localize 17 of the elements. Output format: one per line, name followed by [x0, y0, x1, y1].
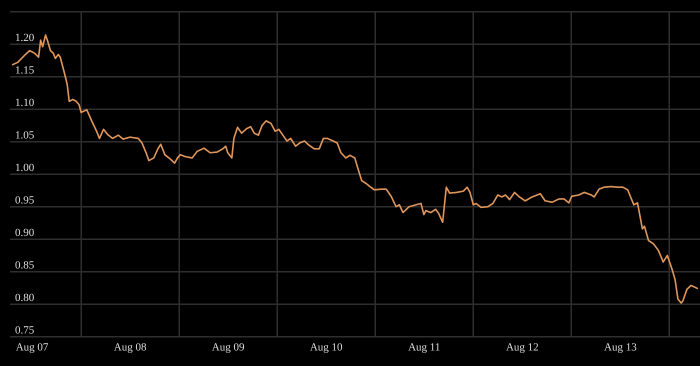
y-tick-label: 0.90	[15, 227, 35, 240]
y-tick-label: 1.10	[15, 97, 35, 110]
y-tick-label: 0.95	[15, 194, 35, 207]
x-tick-label: Aug 10	[310, 341, 344, 354]
y-tick-label: 1.00	[15, 162, 35, 174]
x-tick-label: Aug 07	[16, 341, 49, 354]
x-tick-label: Aug 09	[212, 341, 245, 354]
y-tick-label: 0.80	[15, 292, 35, 304]
x-tick-label: Aug 08	[114, 341, 147, 354]
x-tick-label: Aug 11	[408, 341, 440, 354]
x-tick-label: Aug 13	[604, 341, 638, 354]
y-tick-label: 0.85	[15, 260, 35, 272]
y-tick-label: 1.15	[15, 64, 35, 77]
y-tick-label: 1.20	[15, 32, 35, 44]
y-tick-label: 0.75	[15, 324, 35, 337]
x-tick-label: Aug 12	[506, 341, 539, 354]
y-tick-label: 1.05	[15, 130, 35, 142]
